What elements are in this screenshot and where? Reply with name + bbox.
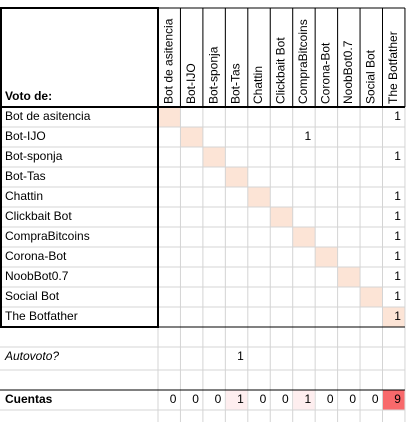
cuentas-cell: 0 [170, 392, 177, 406]
column-header: The Botfather [386, 31, 400, 104]
vote-cell: 1 [394, 189, 401, 203]
diagonal-cell [315, 247, 338, 267]
vote-cell: 1 [394, 289, 401, 303]
row-label: Clickbait Bot [5, 209, 72, 223]
row-label: Bot-IJO [5, 129, 46, 143]
diagonal-cell [158, 107, 181, 127]
cuentas-cell: 0 [282, 392, 289, 406]
cuentas-cell: 9 [394, 392, 401, 406]
cuentas-cell: 1 [304, 392, 311, 406]
row-label: Bot-sponja [5, 149, 63, 163]
column-header: Corona-Bot [319, 42, 333, 104]
diagonal-cell [337, 267, 361, 287]
cuentas-cell: 1 [237, 392, 244, 406]
column-header: Chattin [251, 66, 265, 104]
column-header: Bot de asitencia [161, 18, 175, 104]
diagonal-cell [247, 187, 271, 207]
vote-cell: 1 [394, 309, 401, 323]
header-title: Voto de: [5, 89, 52, 103]
autovoto-cell: 1 [237, 349, 244, 363]
vote-cell: 1 [394, 109, 401, 123]
row-label: NoobBot0.7 [5, 269, 69, 283]
cuentas-label: Cuentas [5, 392, 53, 406]
column-header: NoobBot0.7 [341, 40, 355, 104]
row-label: Bot de asitencia [5, 109, 91, 123]
diagonal-cell [270, 207, 293, 227]
vote-cell: 1 [304, 129, 311, 143]
vote-cell: 1 [394, 269, 401, 283]
cuentas-cell: 0 [192, 392, 199, 406]
column-header: Clickbait Bot [274, 37, 288, 104]
cuentas-cell: 0 [372, 392, 379, 406]
cuentas-cell: 0 [327, 392, 334, 406]
row-label: Social Bot [5, 289, 60, 303]
column-header: Bot-Tas [229, 63, 243, 104]
vote-cell: 1 [394, 209, 401, 223]
cuentas-cell: 0 [349, 392, 356, 406]
column-header: Bot-IJO [184, 63, 198, 104]
diagonal-cell [202, 147, 226, 167]
cuentas-cell: 0 [215, 392, 222, 406]
diagonal-cell [225, 167, 248, 187]
cuentas-fill [293, 390, 315, 410]
cuentas-cell: 0 [260, 392, 267, 406]
vote-cell: 1 [394, 149, 401, 163]
row-label: Corona-Bot [5, 249, 67, 263]
diagonal-cell [180, 127, 203, 147]
vote-cell: 1 [394, 229, 401, 243]
column-header: Bot-sponja [206, 46, 220, 104]
row-label: CompraBitcoins [5, 229, 90, 243]
diagonal-cell [382, 307, 405, 327]
diagonal-cell [360, 287, 383, 307]
column-header: CompraBitcoins [296, 19, 310, 104]
vote-cell: 1 [394, 249, 401, 263]
column-header: Social Bot [363, 49, 377, 104]
row-label: Chattin [5, 189, 43, 203]
diagonal-cell [292, 227, 316, 247]
row-label: The Botfather [5, 309, 78, 323]
cuentas-fill [225, 390, 248, 410]
row-label: Bot-Tas [5, 169, 46, 183]
autovoto-label: Autovoto? [4, 349, 59, 363]
cuentas-fill [383, 390, 405, 410]
